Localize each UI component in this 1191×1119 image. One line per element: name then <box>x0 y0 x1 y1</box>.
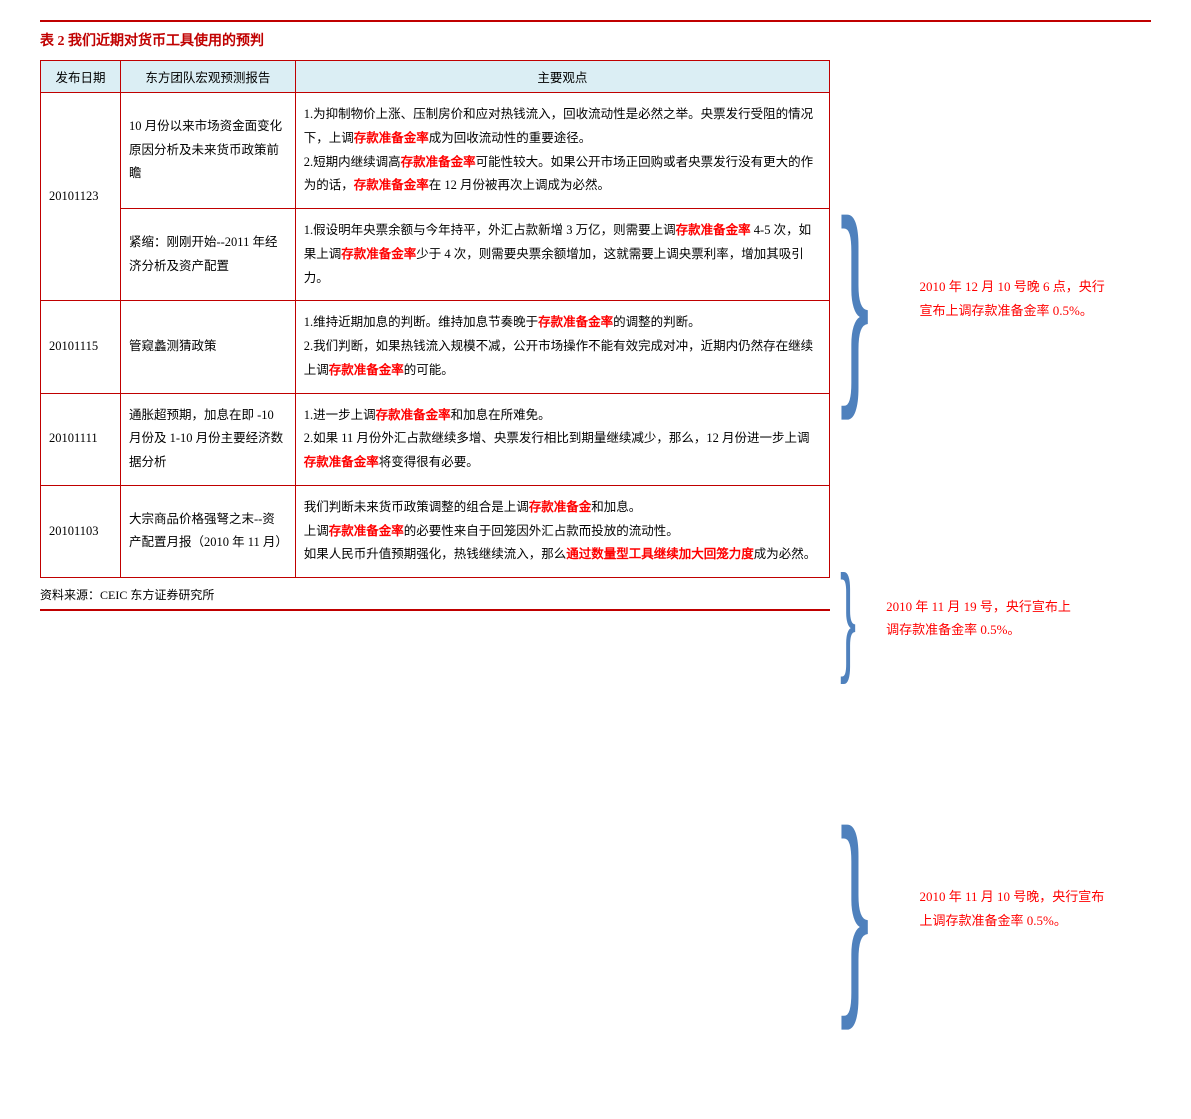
cell-report: 紧缩：刚刚开始--2011 年经济分析及资产配置 <box>120 209 295 301</box>
body-text: 将变得很有必要。 <box>379 455 479 469</box>
cell-view: 1.维持近期加息的判断。维持加息节奏晚于存款准备金率的调整的判断。2.我们判断，… <box>295 301 829 393</box>
highlight-text: 存款准备金率 <box>341 247 416 261</box>
document-root: 表 2 我们近期对货币工具使用的预判 发布日期东方团队宏观预测报告主要观点 20… <box>40 20 1151 611</box>
body-text: 2.短期内继续调高 <box>304 155 401 169</box>
annotation: } 2010 年 11 月 19 号，央行宣布上调存款准备金率 0.5%。 <box>840 595 1076 642</box>
column-header: 东方团队宏观预测报告 <box>120 61 295 93</box>
table-title: 表 2 我们近期对货币工具使用的预判 <box>40 30 1151 50</box>
content-wrap: 发布日期东方团队宏观预测报告主要观点 2010112310 月份以来市场资金面变… <box>40 60 1151 578</box>
body-text: 和加息。 <box>591 500 641 514</box>
highlight-text: 存款准备金率 <box>376 408 451 422</box>
highlight-text: 存款准备金率 <box>401 155 476 169</box>
highlight-text: 存款准备金率 <box>538 315 613 329</box>
body-text: 1.维持近期加息的判断。维持加息节奏晚于 <box>304 315 538 329</box>
cell-report: 管窥蠡测猜政策 <box>120 301 295 393</box>
body-text: 我们判断未来货币政策调整的组合是上调 <box>304 500 529 514</box>
cell-view: 1.进一步上调存款准备金率和加息在所难免。2.如果 11 月份外汇占款继续多增、… <box>295 393 829 485</box>
cell-report: 通胀超预期，加息在即 -10 月份及 1-10 月份主要经济数据分析 <box>120 393 295 485</box>
brace-icon: } <box>840 260 869 337</box>
annotation-text: 2010 年 12 月 10 号晚 6 点，央行宣布上调存款准备金率 0.5%。 <box>919 275 1109 322</box>
body-text: 1.假设明年央票余额与今年持平，外汇占款新增 3 万亿，则需要上调 <box>304 223 676 237</box>
highlight-text: 存款准备金 <box>529 500 592 514</box>
table-row: 紧缩：刚刚开始--2011 年经济分析及资产配置1.假设明年央票余额与今年持平，… <box>41 209 830 301</box>
body-text: 成为必然。 <box>754 547 817 561</box>
column-header: 发布日期 <box>41 61 121 93</box>
brace-icon: } <box>840 870 869 947</box>
body-text: 如果人民币升值预期强化，热钱继续流入，那么 <box>304 547 567 561</box>
cell-date: 20101111 <box>41 393 121 485</box>
table-row: 20101111通胀超预期，加息在即 -10 月份及 1-10 月份主要经济数据… <box>41 393 830 485</box>
top-rule <box>40 20 1151 22</box>
table-row: 20101103大宗商品价格强弩之末--资产配置月报（2010 年 11 月）我… <box>41 485 830 577</box>
body-text: 成为回收流动性的重要途径。 <box>429 131 592 145</box>
cell-view: 1.为抑制物价上涨、压制房价和应对热钱流入，回收流动性是必然之举。央票发行受阻的… <box>295 93 829 209</box>
highlight-text: 存款准备金率 <box>354 178 429 192</box>
table-body: 2010112310 月份以来市场资金面变化原因分析及未来货币政策前瞻1.为抑制… <box>41 93 830 578</box>
column-header: 主要观点 <box>295 61 829 93</box>
cell-view: 我们判断未来货币政策调整的组合是上调存款准备金和加息。上调存款准备金率的必要性来… <box>295 485 829 577</box>
annotation-text: 2010 年 11 月 10 号晚，央行宣布上调存款准备金率 0.5%。 <box>919 885 1109 932</box>
highlight-text: 存款准备金率 <box>676 223 751 237</box>
annotation: } 2010 年 11 月 10 号晚，央行宣布上调存款准备金率 0.5%。 <box>840 870 1109 947</box>
cell-date: 20101123 <box>41 93 121 301</box>
source-text: 资料来源：CEIC 东方证券研究所 <box>40 586 830 611</box>
table-row: 20101115管窥蠡测猜政策1.维持近期加息的判断。维持加息节奏晚于存款准备金… <box>41 301 830 393</box>
annotation-text: 2010 年 11 月 19 号，央行宣布上调存款准备金率 0.5%。 <box>886 595 1076 642</box>
table-row: 2010112310 月份以来市场资金面变化原因分析及未来货币政策前瞻1.为抑制… <box>41 93 830 209</box>
cell-report: 10 月份以来市场资金面变化原因分析及未来货币政策前瞻 <box>120 93 295 209</box>
body-text: 的调整的判断。 <box>613 315 701 329</box>
highlight-text: 通过数量型工具继续加大回笼力度 <box>566 547 754 561</box>
report-table: 发布日期东方团队宏观预测报告主要观点 2010112310 月份以来市场资金面变… <box>40 60 830 578</box>
body-text: 在 12 月份被再次上调成为必然。 <box>429 178 610 192</box>
cell-date: 20101103 <box>41 485 121 577</box>
cell-view: 1.假设明年央票余额与今年持平，外汇占款新增 3 万亿，则需要上调存款准备金率 … <box>295 209 829 301</box>
body-text: 2.如果 11 月份外汇占款继续多增、央票发行相比到期量继续减少，那么，12 月… <box>304 431 810 445</box>
table-header: 发布日期东方团队宏观预测报告主要观点 <box>41 61 830 93</box>
body-text: 1.进一步上调 <box>304 408 376 422</box>
body-text: 的必要性来自于回笼因外汇占款而投放的流动性。 <box>404 524 679 538</box>
highlight-text: 存款准备金率 <box>329 524 404 538</box>
body-text: 和加息在所难免。 <box>451 408 551 422</box>
cell-date: 20101115 <box>41 301 121 393</box>
highlight-text: 存款准备金率 <box>354 131 429 145</box>
body-text: 的可能。 <box>404 363 454 377</box>
brace-icon: } <box>840 597 856 639</box>
body-text: 上调 <box>304 524 329 538</box>
cell-report: 大宗商品价格强弩之末--资产配置月报（2010 年 11 月） <box>120 485 295 577</box>
highlight-text: 存款准备金率 <box>304 455 379 469</box>
highlight-text: 存款准备金率 <box>329 363 404 377</box>
annotation: } 2010 年 12 月 10 号晚 6 点，央行宣布上调存款准备金率 0.5%… <box>840 260 1109 337</box>
